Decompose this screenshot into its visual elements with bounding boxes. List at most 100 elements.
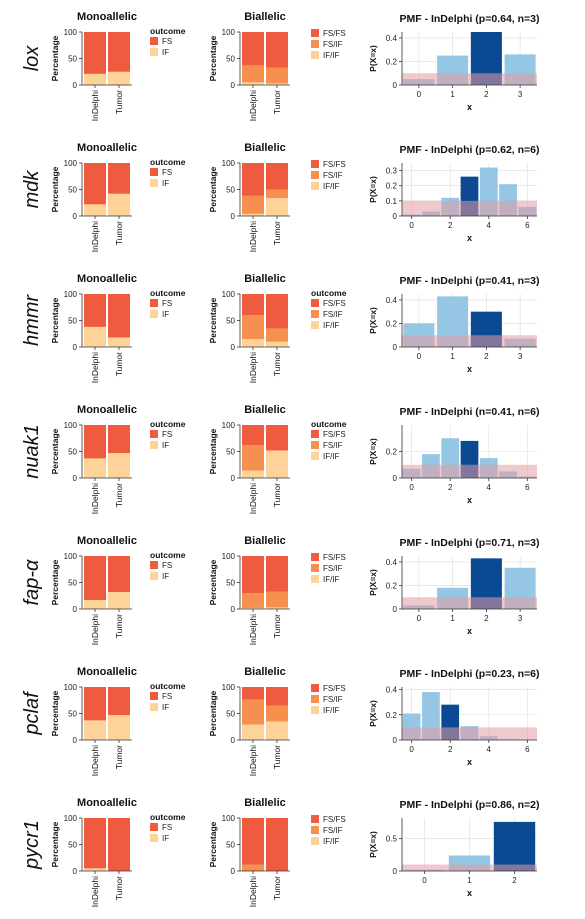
monoallelic-panel: Monoallelic Percentage InDelphi Tumor 100 50 0… [50, 142, 186, 252]
legend-swatch [311, 684, 319, 692]
legend-swatch [150, 823, 158, 831]
pmf-title: PMF - InDelphi (n=0.41, n=6) [399, 406, 539, 418]
pmf-x-label: x [467, 888, 472, 898]
monoallelic-panel: Monoallelic Percentage InDelphi Tumor 100 50 0… [50, 404, 186, 514]
y-tick-label: 50 [68, 710, 77, 719]
bar-fsif-indelphi [242, 699, 264, 725]
pmf-y-label: P(X=x) [368, 438, 378, 465]
pmf-y-tick-label: 0.4 [386, 34, 398, 43]
y-tick-label: 50 [226, 186, 235, 195]
bar-fs-tumor [108, 818, 130, 871]
pmf-x-label: x [467, 495, 472, 505]
y-axis-label: Percentage [208, 690, 218, 736]
y-axis-label: Percentage [208, 297, 218, 343]
bar-ifif-tumor [266, 197, 288, 216]
y-tick-label: 50 [68, 448, 77, 457]
pmf-x-tick-label: 1 [450, 90, 455, 99]
y-tick-label: 100 [222, 421, 236, 430]
bar-fsfs-indelphi [242, 32, 264, 66]
legend-swatch [150, 48, 158, 56]
bar-fsif-tumor [266, 67, 288, 84]
monoallelic-panel: Monoallelic Percentage InDelphi Tumor 100 50 0… [50, 11, 186, 121]
bar-fsif-indelphi [242, 195, 264, 214]
legend-swatch [150, 834, 158, 842]
bar-fsif-tumor [266, 705, 288, 722]
x-tick-label: InDelphi [248, 90, 258, 121]
pmf-panel: PMF - InDelphi (p=0.86, n=2) 0 0.5 0 1 2 P(X=x… [368, 799, 540, 898]
x-tick-label: InDelphi [248, 352, 258, 383]
legend-title: outcome [150, 550, 186, 560]
legend-swatch [150, 692, 158, 700]
x-tick-label: Tumor [114, 352, 124, 376]
legend-swatch [311, 29, 319, 37]
legend-swatch [311, 575, 319, 583]
pmf-x-tick-label: 4 [487, 745, 492, 754]
legend: FS/FS FS/IF IF/IF [311, 815, 346, 846]
pmf-y-tick-label: 0.5 [386, 835, 398, 844]
legend-label: FS/FS [323, 815, 346, 824]
legend-label: FS/IF [323, 310, 343, 319]
pmf-x-tick-label: 1 [450, 614, 455, 623]
y-tick-label: 50 [226, 317, 235, 326]
bar-ifif-tumor [266, 721, 288, 740]
bar-if-tumor [108, 592, 130, 609]
panel-title: Monoallelic [77, 666, 137, 678]
biallelic-panel: Biallelic Percentage InDelphi Tumor 100 50 0 FS… [208, 142, 346, 252]
pmf-panel: PMF - InDelphi (p=0.64, n=3) 0 0.2 0.4 0 1 2 3 P… [368, 13, 540, 112]
panel-title: Monoallelic [77, 142, 137, 154]
bar-fs-indelphi [84, 163, 106, 205]
bar-if-indelphi [84, 73, 106, 85]
legend-label: FS/FS [323, 299, 346, 308]
pmf-x-tick-label: 1 [450, 352, 455, 361]
x-tick-label: InDelphi [248, 614, 258, 645]
y-tick-label: 0 [73, 474, 78, 483]
pmf-x-tick-label: 0 [417, 90, 422, 99]
legend-label: FS/FS [323, 553, 346, 562]
bar-fsfs-tumor [266, 294, 288, 329]
legend-label: IF/IF [323, 51, 340, 60]
pmf-y-tick-label: 0.4 [386, 686, 398, 695]
bar-fs-indelphi [84, 32, 106, 74]
y-axis-label: Percentage [50, 297, 60, 343]
bar-ifif-tumor [266, 450, 288, 478]
pmf-y-tick-label: 0.3 [386, 167, 398, 176]
x-tick-label: Tumor [114, 614, 124, 638]
pmf-title: PMF - InDelphi (p=0.41, n=3) [399, 275, 539, 287]
pmf-x-tick-label: 0 [409, 483, 414, 492]
pmf-bar-x2 [493, 821, 536, 871]
x-tick-label: InDelphi [248, 483, 258, 514]
x-tick-label: InDelphi [90, 876, 100, 907]
x-tick-label: Tumor [272, 614, 282, 638]
bar-fsfs-indelphi [242, 425, 264, 446]
y-tick-label: 0 [231, 343, 236, 352]
pmf-title: PMF - InDelphi (p=0.23, n=6) [399, 668, 539, 680]
legend-label: FS/IF [323, 441, 343, 450]
pmf-y-label: P(X=x) [368, 307, 378, 334]
bar-fsif-indelphi [242, 864, 264, 871]
pmf-x-tick-label: 2 [512, 876, 517, 885]
bar-fs-tumor [108, 294, 130, 338]
pmf-y-tick-label: 0.4 [386, 558, 398, 567]
panel-title: Monoallelic [77, 273, 137, 285]
pmf-x-tick-label: 1 [467, 876, 472, 885]
pmf-y-tick-label: 0 [393, 474, 398, 483]
y-tick-label: 0 [73, 81, 78, 90]
legend-label: FS/FS [323, 430, 346, 439]
y-axis-label: Percentage [208, 428, 218, 474]
bar-fsif-indelphi [242, 593, 264, 608]
legend-swatch [311, 695, 319, 703]
bar-fsfs-indelphi [242, 294, 264, 316]
y-tick-label: 100 [222, 683, 236, 692]
pmf-x-tick-label: 3 [518, 352, 523, 361]
y-tick-label: 50 [226, 55, 235, 64]
row-pycr1: pycr1 Monoallelic Percentage InDelphi Tumor 1… [21, 797, 540, 907]
bar-fs-indelphi [84, 687, 106, 721]
legend-label: IF [162, 834, 169, 843]
baseline-band [402, 335, 537, 347]
pmf-y-tick-label: 0.2 [386, 319, 398, 328]
bar-if-tumor [108, 453, 130, 478]
pmf-panel: PMF - InDelphi (p=0.41, n=3) 0 0.2 0.4 0 1 2 3 P… [368, 275, 540, 374]
